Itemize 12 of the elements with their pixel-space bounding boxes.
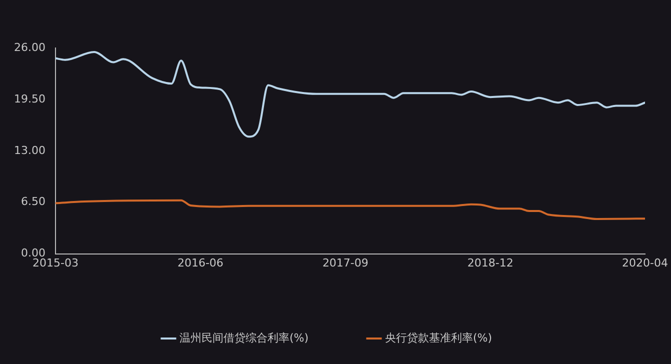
x-tick-label: 2016-06	[177, 256, 224, 270]
y-tick-label: 26.00	[14, 40, 46, 54]
y-tick-label: 6.50	[20, 195, 46, 208]
x-tick-label: 2020-04	[622, 256, 668, 270]
y-tick-label: 19.50	[14, 92, 46, 106]
x-tick-label: 2017-09	[322, 256, 368, 270]
legend-label: 温州民间借贷综合利率(%)	[179, 331, 309, 344]
line-series	[55, 199, 646, 220]
x-tick-label: 2018-12	[467, 256, 514, 270]
legend-label: 央行贷款基准利率(%)	[385, 331, 492, 344]
y-tick-label: 13.00	[14, 144, 46, 157]
line-series	[55, 50, 646, 138]
